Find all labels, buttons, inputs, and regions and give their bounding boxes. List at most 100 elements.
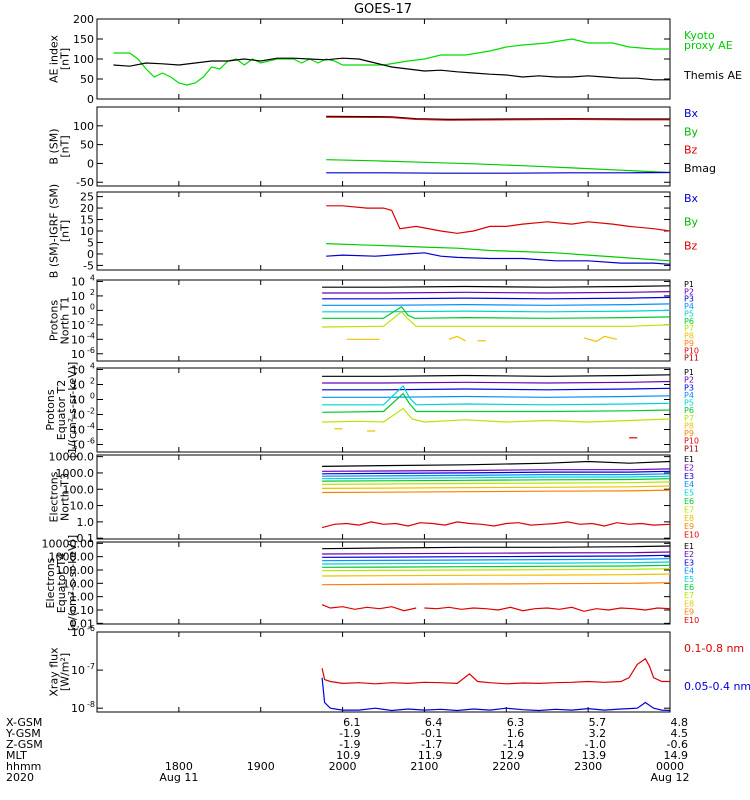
p_t2-series-p3 [322,387,671,391]
bt89-series-bz [326,205,671,234]
e_t4-series-e10 [321,604,417,612]
orbit-value: -1.4 [503,738,524,751]
p_t2-legend-entry: P7 [684,414,694,423]
p_t2-ylabel: [1/(cm²-s-sr-keV)] [66,362,79,459]
e_t3-ylabel: Electrons [48,471,61,522]
e_t4-legend-entry: E2 [684,550,694,559]
p_t2-series-p5 [322,385,671,406]
orbit-row-label: X-GSM [6,716,42,729]
p_t2-series-p6 [322,392,671,413]
xray-series-0-05-0-4-nm [321,677,671,712]
p_t1-ytick-exponent: -6 [87,346,95,355]
orbit-row-label: 2020 [6,771,34,784]
bsm-legend-entry: Bmag [684,162,716,175]
p_t1-legend-entry: P7 [684,324,694,333]
xray-ylabel: [W/m²] [59,653,72,691]
e_t3-series-e2 [322,468,671,472]
p_t2-legend-entry: P11 [684,444,699,453]
orbit-row-label: Z-GSM [6,738,43,751]
p_t2-ytick-exponent: -2 [87,407,95,416]
e_t3-legend-entry: E2 [684,463,694,472]
p_t1-series-p5 [322,309,671,313]
ae-ytick-label: 150 [73,33,94,46]
bsm-legend-entry: By [684,125,699,138]
orbit-value: -0.6 [667,738,688,751]
p_t2-ytick-label: 10 [71,424,85,437]
e_t3-series-e10 [321,521,671,529]
e_t4-ytick-label: 0.01 [70,617,95,630]
bt89-ytick-label: 5 [87,236,94,249]
orbit-value: 4.5 [671,727,689,740]
p_t1-ytick-exponent: -4 [87,331,95,340]
p_t1-ytick-exponent: -2 [87,317,95,326]
p_t1-frame [96,279,671,362]
ae-legend-entry: Kyoto [684,29,715,42]
xray-frame [96,631,671,713]
ae-ytick-label: 200 [73,13,94,26]
ae-ylabel: AE index [48,34,61,83]
p_t1-legend-entry: P9 [684,339,694,348]
p_t2-ytick-exponent: 4 [90,362,95,371]
p_t1-series-p2 [322,291,671,294]
p_t1-ytick-label: 10 [71,304,85,317]
e_t4-legend-entry: E6 [684,583,694,592]
e_t4-legend-entry: E5 [684,575,694,584]
e_t4-ytick-label: 1000.00 [49,551,95,564]
bsm-ytick-label: 100 [73,120,94,133]
orbit-value: 5.7 [589,716,607,729]
p_t1-legend-entry: P5 [684,309,694,318]
e_t3-series-e5 [322,475,671,480]
p_t2-legend-entry: P5 [684,399,694,408]
p_t1-series-p3 [322,296,671,300]
p_t1-legend-entry: P6 [684,317,694,326]
bsm-ytick-label: 50 [80,139,94,152]
orbit-value: -1.9 [339,727,360,740]
orbit-value: -0.1 [421,727,442,740]
e_t4-series-e1 [322,545,671,550]
e_t4-series-e9 [322,582,671,586]
p_t2-ylabel: Protons [44,389,57,430]
p_t1-ytick-label: 10 [71,290,85,303]
p_t1-legend-entry: P11 [684,354,699,363]
xray-ytick-label: 10 [71,702,85,715]
bsm-series-by [326,159,671,174]
e_t4-legend-entry: E4 [684,567,694,576]
orbit-value: 6.1 [343,716,361,729]
bsm-series-bmag [326,115,670,121]
plot-title: GOES-17 [354,2,412,17]
bt89-frame [96,191,671,271]
e_t4-legend-entry: E9 [684,608,694,617]
e_t4-ytick-label: 1.00 [70,591,95,604]
p_t1-legend-entry: P1 [684,280,694,289]
orbit-value: 11.9 [418,749,443,762]
bsm-frame [96,106,671,187]
e_t3-legend-entry: E6 [684,497,694,506]
orbit-value: 6.3 [507,716,525,729]
ae-ytick-label: 0 [87,93,94,106]
bt89-legend-entry: Bz [684,239,698,252]
ae-legend-entry: proxy AE [684,39,733,52]
e_t3-legend-entry: E9 [684,522,694,531]
p_t1-legend-entry: P3 [684,295,694,304]
time-tick-label: 0000 [656,760,684,773]
e_t4-ytick-label: 10.00 [63,577,95,590]
bt89-series-bx [326,252,671,265]
e_t3-ylabel: North T3 [59,473,72,521]
p_t2-ytick-exponent: 2 [90,377,95,386]
time-tick-label: 1900 [247,760,275,773]
e_t3-ytick-label: 10.0 [70,500,95,513]
ae-ylabel: [nT] [59,48,72,70]
p_t1-ytick-label: 10 [71,333,85,346]
e_t4-legend-entry: E10 [684,616,699,625]
orbit-row-label: Y-GSM [5,727,41,740]
date-start-label: Aug 11 [159,771,198,784]
e_t4-series-e4 [322,558,671,562]
bt89-legend-entry: By [684,216,699,229]
e_t4-ytick-label: 0.10 [70,604,95,617]
e_t4-series-e8 [322,573,671,577]
p_t2-ytick-exponent: -4 [87,422,95,431]
bt89-ytick-label: 25 [80,191,94,204]
orbit-value: -1.0 [585,738,606,751]
